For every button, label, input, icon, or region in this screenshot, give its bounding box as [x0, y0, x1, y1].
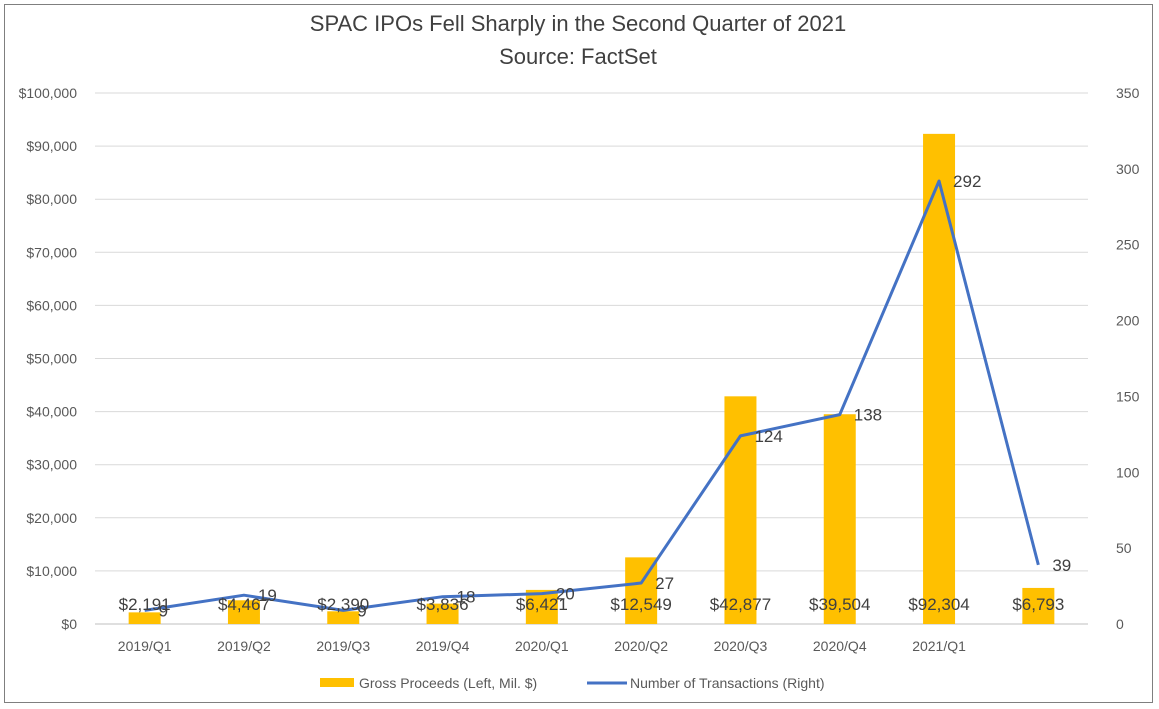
line-data-label: 39 [1052, 556, 1071, 575]
x-axis-tick-label: 2020/Q1 [515, 638, 569, 654]
x-axis-tick-label: 2020/Q2 [614, 638, 668, 654]
line-series [145, 181, 1039, 610]
x-axis-tick-label: 2019/Q1 [118, 638, 172, 654]
bar-data-label: $12,549 [610, 595, 671, 614]
left-axis-tick-label: $90,000 [26, 138, 77, 154]
left-axis-tick-label: $50,000 [26, 351, 77, 367]
right-axis-tick-label: 50 [1116, 540, 1132, 556]
left-axis-tick-label: $0 [61, 616, 77, 632]
x-axis-tick-label: 2020/Q3 [714, 638, 768, 654]
right-axis-ticks: 0 50 100 150 200 250 300 350 [1116, 85, 1140, 632]
left-axis-tick-label: $10,000 [26, 563, 77, 579]
left-axis-tick-label: $40,000 [26, 404, 77, 420]
chart-title: SPAC IPOs Fell Sharply in the Second Qua… [310, 11, 846, 36]
bar-data-label: $39,504 [809, 595, 870, 614]
left-axis-tick-label: $60,000 [26, 297, 77, 313]
left-axis-tick-label: $20,000 [26, 510, 77, 526]
bar-gross-proceeds [129, 612, 161, 624]
x-axis-tick-label: 2021/Q1 [912, 638, 966, 654]
right-axis-tick-label: 200 [1116, 313, 1140, 329]
x-axis-tick-label: 2020/Q4 [813, 638, 867, 654]
bar-gross-proceeds [724, 396, 756, 624]
line-data-label: 138 [854, 406, 882, 425]
x-axis-ticks: 2019/Q1 2019/Q2 2019/Q3 2019/Q4 2020/Q1 2020/… [118, 638, 966, 654]
right-axis-tick-label: 100 [1116, 464, 1140, 480]
left-axis-tick-label: $80,000 [26, 191, 77, 207]
right-axis-tick-label: 350 [1116, 85, 1140, 101]
bar-data-label: $6,793 [1012, 595, 1064, 614]
line-data-label: 19 [258, 586, 277, 605]
line-data-label: 124 [754, 427, 782, 446]
right-axis-tick-label: 150 [1116, 388, 1140, 404]
line-data-label: 27 [655, 574, 674, 593]
left-axis-tick-label: $100,000 [19, 85, 78, 101]
right-axis-tick-label: 250 [1116, 237, 1140, 253]
bar-data-label: $92,304 [908, 595, 969, 614]
chart-subtitle: Source: FactSet [499, 44, 657, 69]
x-axis-tick-label: 2019/Q3 [316, 638, 370, 654]
line-data-label: 292 [953, 172, 981, 191]
left-axis-tick-label: $70,000 [26, 244, 77, 260]
right-axis-tick-label: 0 [1116, 616, 1124, 632]
bar-series [129, 134, 1055, 624]
bar-gross-proceeds [824, 414, 856, 624]
left-axis-ticks: $0 $10,000 $20,000 $30,000 $40,000 $50,000 $60… [19, 85, 78, 632]
legend-label-gross-proceeds: Gross Proceeds (Left, Mil. $) [359, 675, 537, 691]
line-data-label: 9 [357, 601, 366, 620]
legend-label-transactions: Number of Transactions (Right) [630, 675, 825, 691]
bar-data-label: $42,877 [710, 595, 771, 614]
x-axis-tick-label: 2019/Q2 [217, 638, 271, 654]
left-axis-tick-label: $30,000 [26, 457, 77, 473]
legend-swatch-gross-proceeds [320, 678, 354, 687]
x-axis-tick-label: 2019/Q4 [416, 638, 470, 654]
line-data-label: 18 [457, 588, 476, 607]
line-data-label: 9 [159, 601, 168, 620]
right-axis-tick-label: 300 [1116, 161, 1140, 177]
legend: Gross Proceeds (Left, Mil. $) Number of … [320, 675, 825, 691]
line-data-label: 20 [556, 585, 575, 604]
line-transactions [145, 181, 1039, 610]
